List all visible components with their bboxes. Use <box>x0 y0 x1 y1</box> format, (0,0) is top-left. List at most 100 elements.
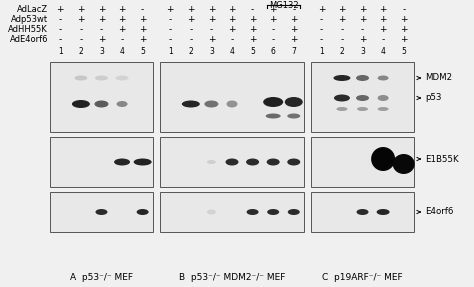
Text: +: + <box>338 5 346 15</box>
Text: AdLacZ: AdLacZ <box>17 5 48 15</box>
Text: -: - <box>340 26 344 34</box>
Text: +: + <box>400 15 408 24</box>
Text: +: + <box>139 36 146 44</box>
Text: -: - <box>251 5 254 15</box>
Bar <box>160 137 304 187</box>
Text: +: + <box>56 5 64 15</box>
Ellipse shape <box>377 209 390 215</box>
Text: +: + <box>98 5 105 15</box>
Text: -: - <box>320 26 323 34</box>
Text: p53: p53 <box>425 94 441 102</box>
Text: 1: 1 <box>168 48 173 57</box>
Text: -: - <box>59 26 62 34</box>
Ellipse shape <box>356 95 369 101</box>
Ellipse shape <box>378 95 389 101</box>
Text: 4: 4 <box>229 48 235 57</box>
Text: +: + <box>118 26 126 34</box>
Text: -: - <box>292 5 295 15</box>
Ellipse shape <box>116 75 128 80</box>
Ellipse shape <box>267 209 279 215</box>
Text: -: - <box>100 26 103 34</box>
Ellipse shape <box>246 158 259 166</box>
Text: +: + <box>400 26 408 34</box>
Text: 4: 4 <box>381 48 385 57</box>
Text: +: + <box>359 36 366 44</box>
Text: 5: 5 <box>250 48 255 57</box>
Bar <box>50 192 153 232</box>
Ellipse shape <box>207 210 216 214</box>
Ellipse shape <box>333 75 350 81</box>
Text: 2: 2 <box>339 48 344 57</box>
Text: -: - <box>141 5 144 15</box>
Text: C  p19ARF⁻/⁻ MEF: C p19ARF⁻/⁻ MEF <box>322 274 403 282</box>
Ellipse shape <box>207 160 216 164</box>
Text: 2: 2 <box>189 48 193 57</box>
Ellipse shape <box>288 209 300 215</box>
Bar <box>311 192 414 232</box>
Text: +: + <box>187 15 194 24</box>
Text: -: - <box>169 36 172 44</box>
Bar <box>50 137 153 187</box>
Text: -: - <box>382 36 385 44</box>
Text: +: + <box>228 15 236 24</box>
Text: Adp53wt: Adp53wt <box>11 15 48 24</box>
Text: -: - <box>79 36 82 44</box>
Text: +: + <box>379 15 387 24</box>
Text: MG132: MG132 <box>269 1 298 10</box>
Text: 1: 1 <box>319 48 324 57</box>
Text: 6: 6 <box>271 48 275 57</box>
Text: -: - <box>59 15 62 24</box>
Text: 3: 3 <box>209 48 214 57</box>
Text: +: + <box>166 5 174 15</box>
Text: +: + <box>379 5 387 15</box>
Text: +: + <box>77 15 85 24</box>
Text: -: - <box>189 26 192 34</box>
Text: E1B55K: E1B55K <box>425 154 459 164</box>
Ellipse shape <box>371 147 395 171</box>
Text: +: + <box>249 36 256 44</box>
Text: 7: 7 <box>292 48 296 57</box>
Ellipse shape <box>114 158 130 166</box>
Ellipse shape <box>246 209 259 215</box>
Text: +: + <box>77 5 85 15</box>
Text: -: - <box>272 26 275 34</box>
Text: +: + <box>139 26 146 34</box>
Text: -: - <box>402 5 405 15</box>
Text: 3: 3 <box>99 48 104 57</box>
Text: 3: 3 <box>360 48 365 57</box>
Text: AdE4orf6: AdE4orf6 <box>9 36 48 44</box>
Text: +: + <box>338 15 346 24</box>
Ellipse shape <box>117 101 128 107</box>
Text: +: + <box>118 5 126 15</box>
Bar <box>160 62 304 132</box>
Ellipse shape <box>95 209 108 215</box>
Bar <box>160 192 304 232</box>
Ellipse shape <box>287 113 300 119</box>
Ellipse shape <box>265 113 281 119</box>
Text: 2: 2 <box>79 48 83 57</box>
Text: -: - <box>340 36 344 44</box>
Ellipse shape <box>72 100 90 108</box>
Text: +: + <box>249 15 256 24</box>
Text: -: - <box>210 26 213 34</box>
Text: -: - <box>320 36 323 44</box>
Ellipse shape <box>182 100 200 108</box>
Ellipse shape <box>95 75 108 80</box>
Text: +: + <box>359 15 366 24</box>
Ellipse shape <box>334 94 350 102</box>
Text: +: + <box>400 36 408 44</box>
Text: +: + <box>290 36 298 44</box>
Text: +: + <box>98 36 105 44</box>
Bar <box>50 62 153 132</box>
Text: +: + <box>208 5 215 15</box>
Bar <box>311 137 414 187</box>
Text: +: + <box>208 36 215 44</box>
Ellipse shape <box>226 158 238 166</box>
Text: 1: 1 <box>58 48 63 57</box>
Text: +: + <box>139 15 146 24</box>
Text: +: + <box>228 26 236 34</box>
Ellipse shape <box>356 209 368 215</box>
Bar <box>311 62 414 132</box>
Text: +: + <box>228 5 236 15</box>
Text: +: + <box>187 5 194 15</box>
